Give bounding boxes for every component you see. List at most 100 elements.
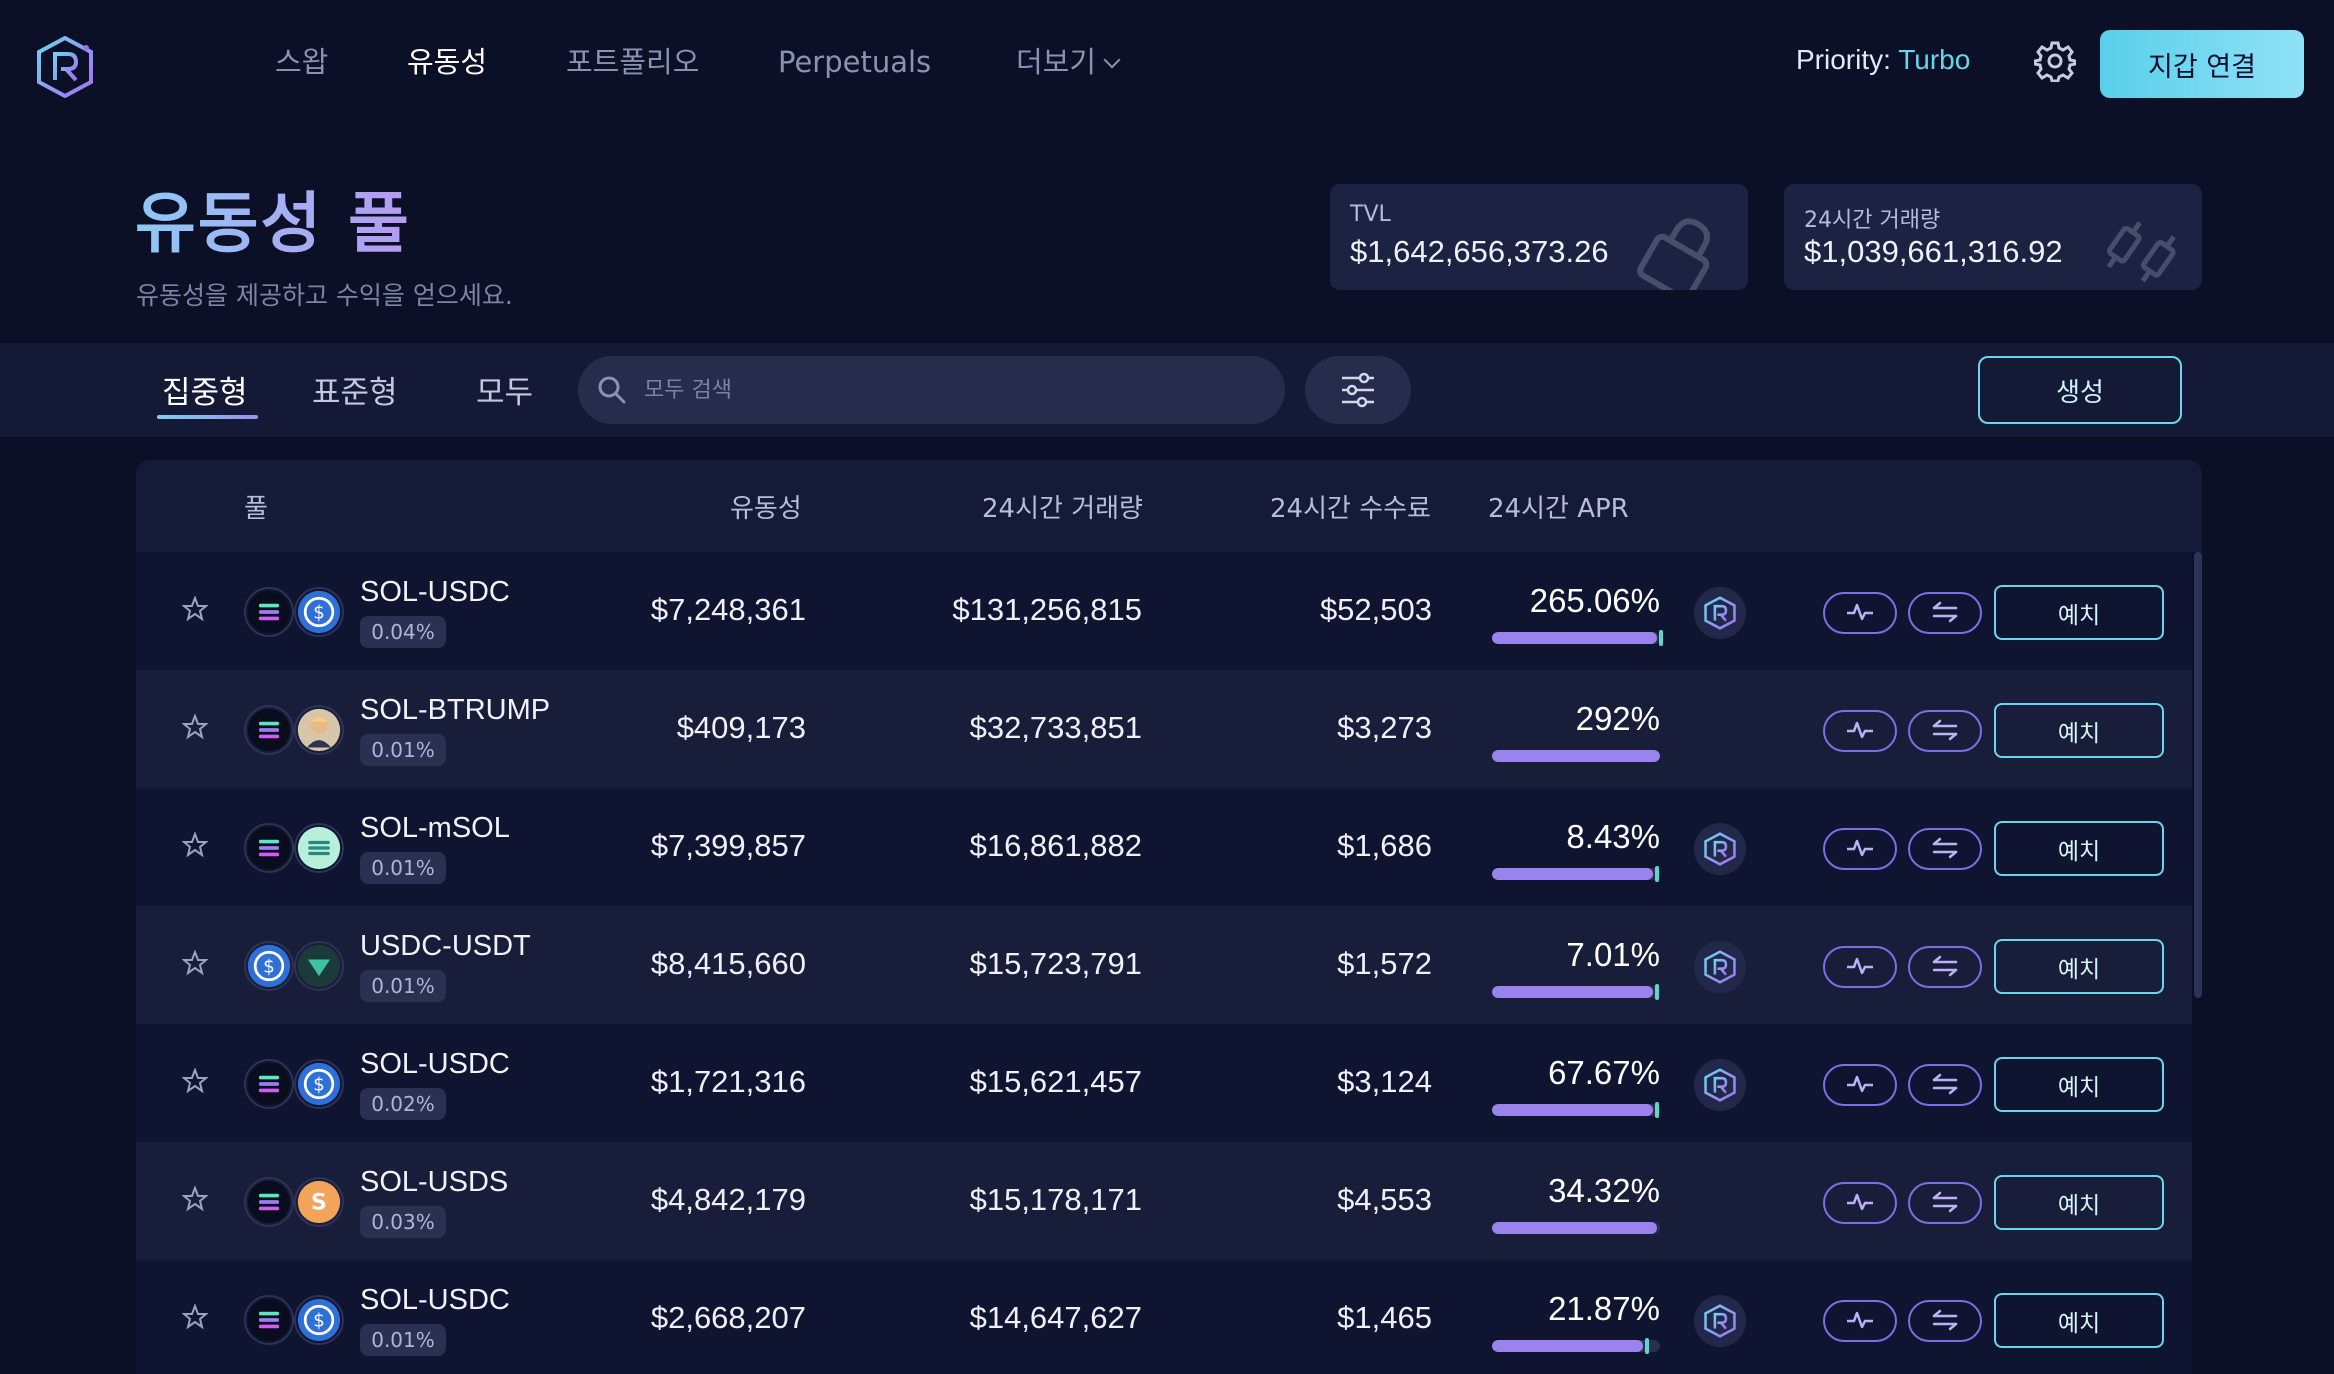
pool-name[interactable]: SOL-BTRUMP bbox=[360, 694, 551, 726]
table-row[interactable]: S SOL-USDS 0.03% $4,842,179 $15,178,171 $4,55… bbox=[136, 1142, 2192, 1260]
lock-icon bbox=[1637, 218, 1711, 290]
apr-bar bbox=[1492, 1222, 1660, 1234]
pool-swap-button[interactable] bbox=[1908, 946, 1982, 988]
pool-swap-button[interactable] bbox=[1908, 592, 1982, 634]
deposit-button[interactable]: 예치 bbox=[1994, 703, 2164, 758]
pool-name[interactable]: USDC-USDT bbox=[360, 930, 531, 962]
raydium-logo-icon[interactable] bbox=[36, 36, 94, 98]
fees-value: $1,686 bbox=[1337, 828, 1432, 863]
pulse-icon bbox=[1845, 955, 1875, 980]
pool-swap-button[interactable] bbox=[1908, 710, 1982, 752]
deposit-button[interactable]: 예치 bbox=[1994, 1057, 2164, 1112]
pool-name[interactable]: SOL-mSOL bbox=[360, 812, 510, 844]
header-fees[interactable]: 24시간 수수료 bbox=[1270, 494, 1431, 524]
deposit-button[interactable]: 예치 bbox=[1994, 1175, 2164, 1230]
star-icon[interactable] bbox=[181, 1067, 209, 1094]
pool-chart-button[interactable] bbox=[1823, 828, 1897, 870]
fees-value: $1,465 bbox=[1337, 1300, 1432, 1335]
gear-icon[interactable] bbox=[2034, 40, 2076, 82]
deposit-button[interactable]: 예치 bbox=[1994, 939, 2164, 994]
pool-swap-button[interactable] bbox=[1908, 1300, 1982, 1342]
table-row[interactable]: SOL-mSOL 0.01% $7,399,857 $16,861,882 $1,686… bbox=[136, 788, 2192, 906]
volume-value: $1,039,661,316.92 bbox=[1804, 234, 2063, 269]
apr-bar bbox=[1492, 868, 1660, 880]
liquidity-value: $1,721,316 bbox=[650, 1064, 806, 1099]
table-row[interactable]: SOL-BTRUMP 0.01% $409,173 $32,733,851 $3,273… bbox=[136, 670, 2192, 788]
tab-standard[interactable]: 표준형 bbox=[312, 375, 398, 411]
table-row[interactable]: $ USDC-USDT 0.01% $8,415,660 $15,723,791 $1,5… bbox=[136, 906, 2192, 1024]
apr-bar-fill bbox=[1492, 632, 1657, 644]
star-icon[interactable] bbox=[181, 1303, 209, 1330]
header-volume[interactable]: 24시간 거래량 bbox=[982, 494, 1143, 524]
sliders-icon bbox=[1342, 372, 1374, 408]
star-icon[interactable] bbox=[181, 595, 209, 622]
nav-perpetuals[interactable]: Perpetuals bbox=[778, 45, 932, 79]
nav-portfolio[interactable]: 포트폴리오 bbox=[566, 45, 700, 79]
fee-tier-badge: 0.02% bbox=[360, 1088, 446, 1120]
apr-value: 265.06% bbox=[1529, 582, 1660, 619]
nav-more[interactable]: 더보기 bbox=[1016, 42, 1121, 82]
volume-label: 24시간 거래량 bbox=[1804, 208, 1941, 233]
apr-bar-fill bbox=[1492, 868, 1654, 880]
pools-table: 풀 유동성 24시간 거래량 24시간 수수료 24시간 APR $ SOL-US… bbox=[136, 460, 2202, 1374]
apr-reward-marker bbox=[1655, 866, 1659, 882]
apr-bar bbox=[1492, 1104, 1660, 1116]
table-row[interactable]: $ SOL-USDC 0.01% $2,668,207 $14,647,627 $1,46… bbox=[136, 1260, 2192, 1374]
nav-swap[interactable]: 스왑 bbox=[275, 45, 329, 79]
pool-name[interactable]: SOL-USDC bbox=[360, 1048, 510, 1080]
apr-value: 7.01% bbox=[1566, 936, 1660, 973]
tab-all[interactable]: 모두 bbox=[476, 375, 534, 411]
liquidity-value: $409,173 bbox=[676, 710, 806, 745]
star-icon[interactable] bbox=[181, 713, 209, 740]
table-row[interactable]: $ SOL-USDC 0.04% $7,248,361 $131,256,815 $52,… bbox=[136, 552, 2192, 670]
pool-chart-button[interactable] bbox=[1823, 710, 1897, 752]
deposit-button[interactable]: 예치 bbox=[1994, 821, 2164, 876]
usdc-icon: $ bbox=[244, 941, 294, 991]
liquidity-value: $7,399,857 bbox=[650, 828, 806, 863]
pool-chart-button[interactable] bbox=[1823, 592, 1897, 634]
volume-value: $131,256,815 bbox=[952, 592, 1142, 627]
fee-tier-badge: 0.01% bbox=[360, 734, 446, 766]
fee-tier-badge: 0.01% bbox=[360, 970, 446, 1002]
apr-reward-marker bbox=[1659, 630, 1663, 646]
nav-liquidity[interactable]: 유동성 bbox=[407, 45, 488, 79]
pool-swap-button[interactable] bbox=[1908, 1182, 1982, 1224]
volume-value: $16,861,882 bbox=[969, 828, 1142, 863]
pool-name[interactable]: SOL-USDC bbox=[360, 1284, 510, 1316]
svg-text:$: $ bbox=[313, 602, 325, 623]
header-liquidity[interactable]: 유동성 bbox=[730, 494, 802, 524]
create-pool-button[interactable]: 생성 bbox=[1978, 356, 2182, 424]
star-icon[interactable] bbox=[181, 949, 209, 976]
apr-bar-fill bbox=[1492, 986, 1654, 998]
star-icon[interactable] bbox=[181, 1185, 209, 1212]
svg-text:$: $ bbox=[263, 956, 275, 977]
fees-value: $3,273 bbox=[1337, 710, 1432, 745]
deposit-button[interactable]: 예치 bbox=[1994, 1293, 2164, 1348]
pool-chart-button[interactable] bbox=[1823, 946, 1897, 988]
priority-setting[interactable]: Priority: Turbo bbox=[1796, 44, 1970, 76]
apr-value: 67.67% bbox=[1548, 1054, 1660, 1091]
swap-icon bbox=[1930, 1309, 1960, 1334]
connect-wallet-button[interactable]: 지갑 연결 bbox=[2100, 30, 2304, 98]
pool-name[interactable]: SOL-USDS bbox=[360, 1166, 509, 1198]
header-apr[interactable]: 24시간 APR bbox=[1488, 494, 1629, 524]
header-pool[interactable]: 풀 bbox=[244, 494, 268, 524]
swap-icon bbox=[1930, 1073, 1960, 1098]
apr-reward-marker bbox=[1655, 984, 1659, 1000]
chevron-down-icon bbox=[1103, 51, 1121, 69]
filter-settings-button[interactable] bbox=[1305, 356, 1411, 424]
tab-concentrated[interactable]: 집중형 bbox=[162, 375, 248, 411]
table-row[interactable]: $ SOL-USDC 0.02% $1,721,316 $15,621,457 $3,12… bbox=[136, 1024, 2192, 1142]
apr-bar bbox=[1492, 632, 1660, 644]
table-scrollbar[interactable] bbox=[2194, 552, 2202, 998]
star-icon[interactable] bbox=[181, 831, 209, 858]
deposit-button[interactable]: 예치 bbox=[1994, 585, 2164, 640]
pool-chart-button[interactable] bbox=[1823, 1182, 1897, 1224]
pool-swap-button[interactable] bbox=[1908, 828, 1982, 870]
pool-chart-button[interactable] bbox=[1823, 1300, 1897, 1342]
pool-name[interactable]: SOL-USDC bbox=[360, 576, 510, 608]
pool-chart-button[interactable] bbox=[1823, 1064, 1897, 1106]
search-input[interactable] bbox=[644, 368, 1244, 412]
pool-swap-button[interactable] bbox=[1908, 1064, 1982, 1106]
swap-icon bbox=[1930, 837, 1960, 862]
